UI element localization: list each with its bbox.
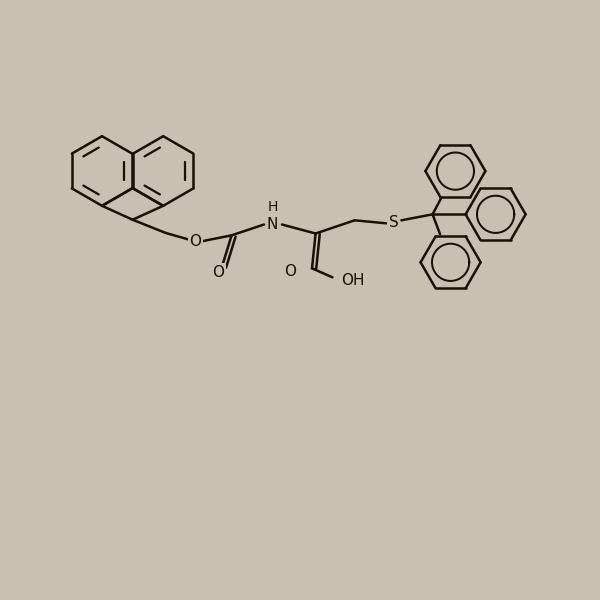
Text: S: S <box>389 215 398 230</box>
Text: O: O <box>190 234 202 249</box>
Text: O: O <box>284 264 296 279</box>
Text: H: H <box>267 200 278 214</box>
Text: N: N <box>267 217 278 232</box>
Text: O: O <box>212 265 224 280</box>
Text: OH: OH <box>341 273 364 288</box>
